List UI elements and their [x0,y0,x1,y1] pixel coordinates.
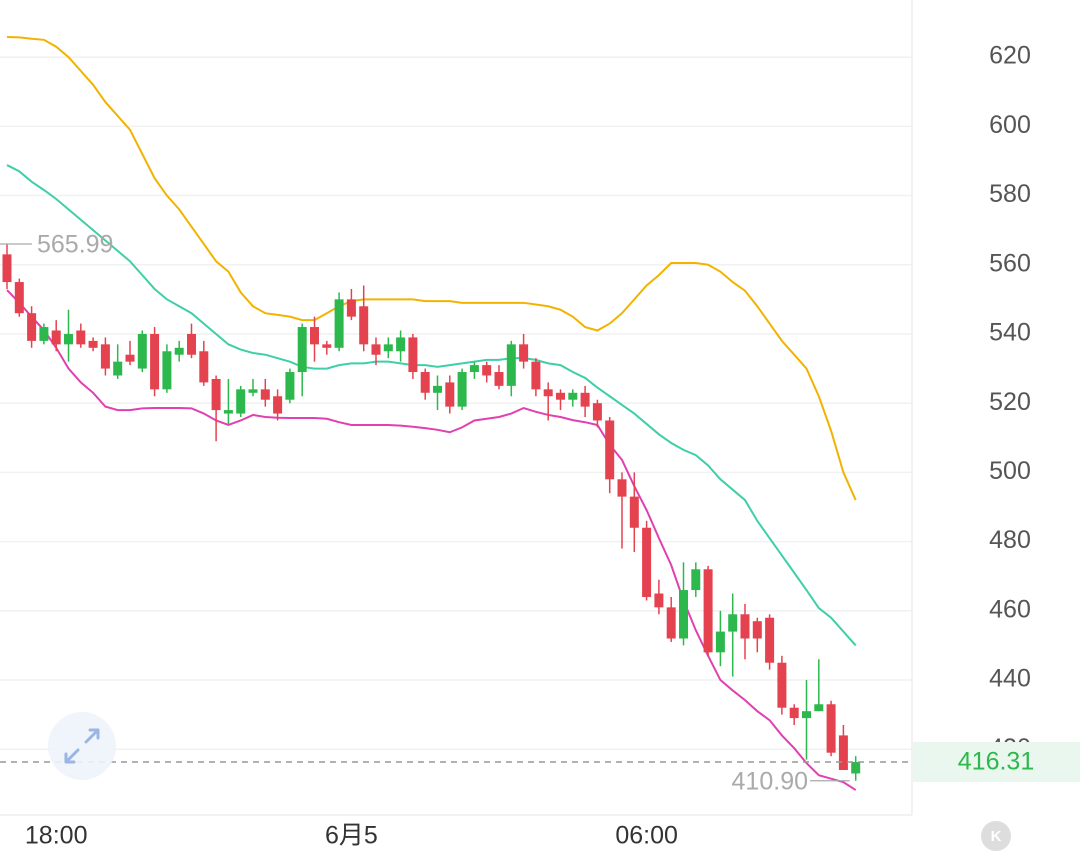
candle-body [39,327,49,341]
candle-body [199,351,209,383]
candle-body [666,607,676,639]
candle-body [679,590,688,639]
candle-body [851,762,861,774]
candle-body [703,569,713,653]
candle-body [150,333,160,390]
candle-body [814,704,824,712]
candle-body [88,340,98,348]
candle-body [174,347,184,355]
band-line [6,164,857,647]
candle-body [125,354,135,362]
candle-body [248,389,258,393]
min-marker-label: 410.90 [732,767,808,795]
candle-body [100,344,110,369]
candle-body [371,344,381,355]
candle-body [494,372,504,386]
candle-body [211,378,221,411]
y-tick-label: 460 [989,595,1031,623]
candle-body [408,337,418,373]
candle-body [322,344,332,348]
y-tick-label: 520 [989,388,1031,416]
candle-body [592,403,602,421]
y-tick-label: 620 [989,42,1031,70]
candle-body [715,631,725,653]
candle-body [236,389,246,414]
candle-body [420,372,430,393]
candle-body [396,337,406,352]
y-tick-label: 480 [989,526,1031,554]
candle-body [273,396,283,414]
max-marker-label: 565.99 [37,231,113,259]
candle-body [482,365,492,376]
candle-body [826,704,836,753]
grid: 420440460480500520540560580600620 [0,42,1031,762]
x-tick-label: 6月5 [325,822,378,850]
candle-body [260,389,270,400]
candle-body [568,392,578,400]
candle-body [789,707,799,719]
candle-body [162,351,172,390]
candle-body [728,614,738,632]
candle-body [383,344,393,352]
candle-body [445,382,455,407]
candle-body [654,593,664,608]
candle-body [346,299,356,317]
candle-body [765,617,775,663]
y-tick-label: 500 [989,457,1031,485]
candle-body [310,327,319,345]
expand-icon [64,728,100,764]
candle-body [543,389,553,397]
candle-body [51,330,61,345]
candle-body [457,372,467,407]
candle-body [2,254,12,283]
expand-button[interactable] [48,712,116,780]
candle-body [64,333,73,345]
band-line [6,289,857,791]
candle-body [27,313,37,341]
candle-body [691,569,701,591]
candle-body [137,333,147,369]
last-price-box [913,742,1080,783]
candle-body [297,327,307,373]
y-tick-label: 440 [989,665,1031,693]
candle-body [76,330,86,345]
candle-body [617,479,627,497]
kline-icon: K [991,828,1002,845]
candle-body [334,299,344,348]
candle-body [642,527,652,597]
y-tick-label: 600 [989,111,1031,139]
x-tick-label: 06:00 [615,822,678,850]
kline-button[interactable] [981,821,1011,851]
candle-body [838,735,848,771]
candle-body [469,365,479,373]
candle-body [506,344,516,386]
candle-body [740,614,750,639]
candle-body [285,372,295,400]
candle-body [359,306,369,345]
candle-body [519,344,529,362]
candle-body [223,410,233,414]
band-line [6,36,857,501]
candle-body [752,621,762,639]
candle-body [580,392,590,407]
candle-body [605,420,615,480]
candle-body [802,711,811,719]
candle-body [433,385,442,393]
y-tick-label: 560 [989,249,1031,277]
y-tick-label: 540 [989,319,1031,347]
candle-body [556,392,565,400]
candle-body [187,333,196,355]
y-tick-label: 580 [989,180,1031,208]
candle-body [14,282,24,314]
candle-body [113,361,123,376]
candle-body [629,496,639,528]
candle-body [531,361,541,390]
x-tick-label: 18:00 [25,822,88,850]
plot: 565.99 410.90 416.31 [0,36,1080,795]
last-price-label: 416.31 [958,748,1034,776]
candle-body [777,662,787,708]
